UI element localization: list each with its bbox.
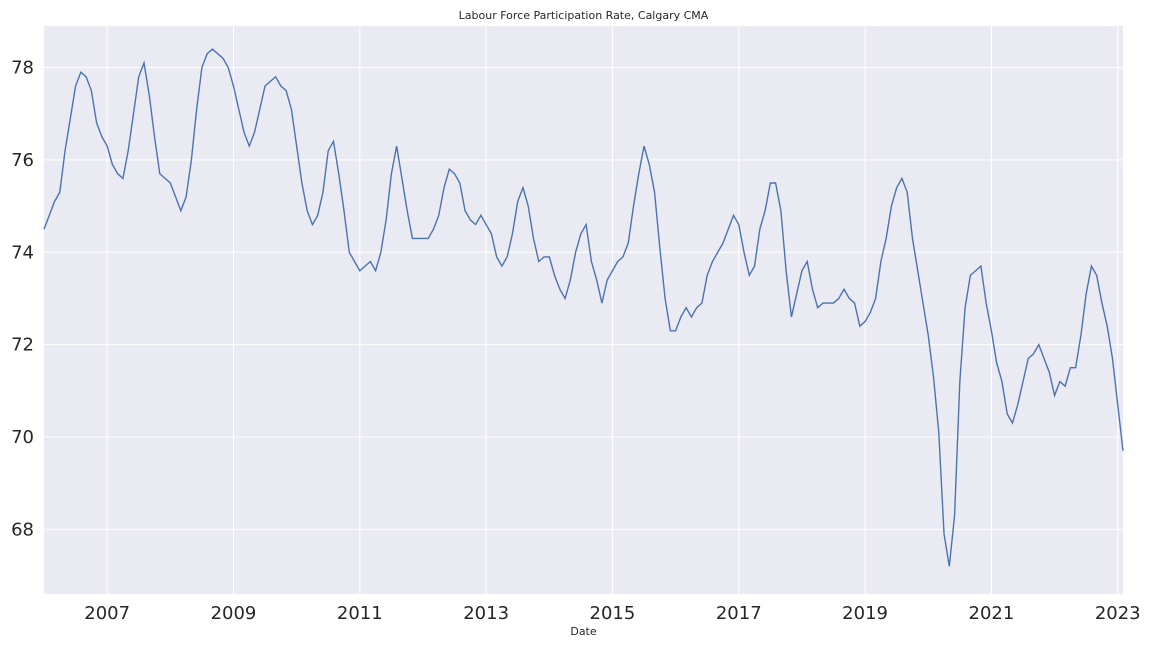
x-tick-label: 2015 [590,603,636,624]
x-tick-label: 2007 [84,603,130,624]
x-gridlines [106,26,1119,594]
x-tick-label: 2017 [716,603,762,624]
x-tick-labels: 2007 2009 2011 2013 2015 2017 2019 2021 2023 [84,603,1140,624]
y-tick-label: 78 [11,58,34,79]
y-tick-label: 70 [11,427,34,448]
y-tick-labels: 68 70 72 74 76 78 [11,58,34,541]
x-tick-label: 2019 [842,603,888,624]
x-tick-label: 2013 [463,603,509,624]
chart-title: Labour Force Participation Rate, Calgary… [459,9,709,22]
y-tick-label: 76 [11,150,34,171]
x-tick-label: 2011 [337,603,383,624]
x-tick-label: 2009 [211,603,257,624]
x-axis-label: Date [570,625,597,638]
x-tick-label: 2021 [969,603,1015,624]
y-tick-label: 74 [11,242,34,263]
series-line [43,48,1124,567]
plot-area [44,26,1123,594]
y-tick-label: 72 [11,335,34,356]
x-tick-label: 2023 [1095,603,1141,624]
y-tick-label: 68 [11,519,34,540]
